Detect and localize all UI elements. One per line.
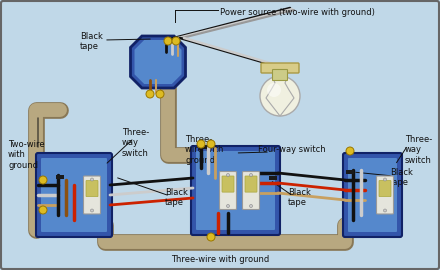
Polygon shape [266,78,294,116]
Text: Three-
way
switch: Three- way switch [405,135,432,165]
Circle shape [260,76,300,116]
FancyBboxPatch shape [191,146,280,235]
Circle shape [384,178,386,181]
Text: Black
tape: Black tape [288,188,311,207]
FancyBboxPatch shape [346,170,354,174]
FancyBboxPatch shape [56,175,64,179]
Circle shape [39,206,47,214]
FancyBboxPatch shape [245,176,257,192]
FancyBboxPatch shape [261,63,299,73]
FancyBboxPatch shape [272,69,287,80]
FancyBboxPatch shape [41,158,107,232]
Circle shape [39,176,47,184]
FancyBboxPatch shape [242,171,260,210]
Circle shape [156,90,164,98]
Circle shape [346,147,354,155]
Circle shape [146,90,154,98]
Circle shape [267,83,281,97]
Circle shape [384,209,386,212]
Text: Two-wire
with
ground: Two-wire with ground [8,140,44,170]
FancyBboxPatch shape [36,153,112,237]
Circle shape [197,140,205,148]
Circle shape [172,37,180,45]
FancyBboxPatch shape [84,176,100,214]
Text: Three-
way
switch: Three- way switch [122,128,149,158]
Circle shape [227,174,230,177]
FancyBboxPatch shape [199,145,207,149]
Circle shape [249,204,253,208]
FancyBboxPatch shape [220,171,237,210]
FancyBboxPatch shape [222,176,234,192]
FancyBboxPatch shape [196,151,275,230]
FancyBboxPatch shape [377,176,393,214]
FancyBboxPatch shape [343,153,402,237]
Circle shape [164,37,172,45]
Text: Four-way switch: Four-way switch [258,145,326,154]
Circle shape [207,140,215,148]
Text: Black
tape: Black tape [390,168,413,187]
Circle shape [91,178,94,181]
Polygon shape [135,40,182,84]
Text: Black
tape: Black tape [80,32,103,51]
Circle shape [207,233,215,241]
Text: Three-wire with ground: Three-wire with ground [171,255,269,264]
FancyBboxPatch shape [348,158,397,232]
Text: Three-
wire with
ground: Three- wire with ground [185,135,224,165]
Circle shape [227,204,230,208]
Polygon shape [131,36,186,88]
FancyBboxPatch shape [379,181,391,197]
Text: Black
tape: Black tape [165,188,188,207]
Text: Power source (two-wire with ground): Power source (two-wire with ground) [220,8,375,17]
Circle shape [91,209,94,212]
FancyBboxPatch shape [269,176,277,180]
Circle shape [249,174,253,177]
FancyBboxPatch shape [86,181,98,197]
